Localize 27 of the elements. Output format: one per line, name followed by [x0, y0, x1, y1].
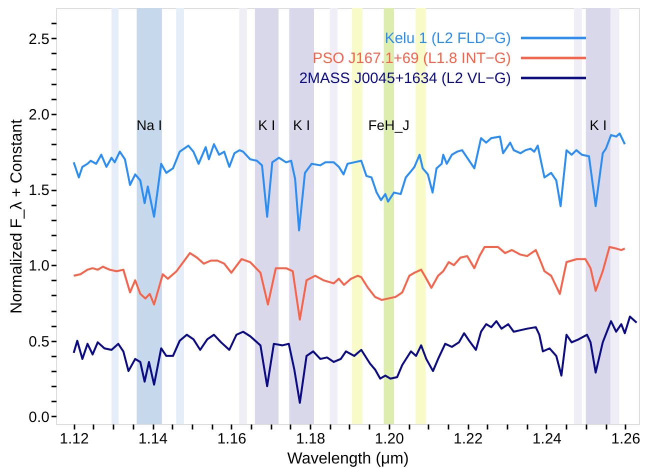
x-tick-label: 1.14: [138, 430, 168, 448]
x-tick-label: 1.16: [217, 430, 246, 448]
y-tick-label: 2.0: [28, 106, 50, 124]
x-tick-label: 1.20: [374, 430, 404, 448]
band-label: Na I: [136, 117, 162, 133]
line-series: [72, 132, 626, 232]
x-tick-label: 1.18: [296, 430, 326, 448]
band-label: K I: [258, 117, 276, 133]
y-tick-label: 1.5: [28, 182, 50, 200]
line-series: [72, 316, 638, 404]
y-tick-label: 2.5: [28, 30, 50, 48]
x-tick-label: 1.26: [611, 430, 640, 448]
x-tick-label: 1.22: [454, 430, 483, 448]
line-series: [72, 246, 626, 321]
x-tick-label: 1.24: [532, 430, 562, 448]
x-tick-label: 1.12: [60, 430, 89, 448]
legend-label: Kelu 1 (L2 FLD−G): [384, 30, 511, 47]
y-tick-label: 0.0: [28, 408, 50, 426]
y-tick-label: 0.5: [28, 333, 50, 350]
band-label: FeH_J: [368, 117, 410, 133]
x-axis-title: Wavelength (μm): [287, 450, 409, 468]
band-label: K I: [293, 117, 310, 133]
legend-label: PSO J167.1+69 (L1.8 INT−G): [312, 50, 511, 67]
band-label: K I: [590, 117, 607, 133]
legend-label: 2MASS J0045+1634 (L2 VL−G): [299, 70, 511, 87]
y-axis-title: Normalized F_λ + Constant: [8, 118, 26, 314]
y-tick-label: 1.0: [28, 258, 50, 275]
